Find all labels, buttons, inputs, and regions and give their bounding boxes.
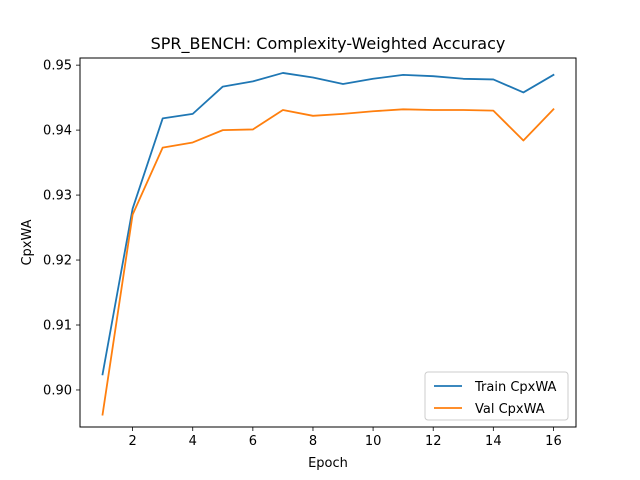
y-tick-label: 0.91 [43, 319, 72, 334]
x-tick-label: 12 [425, 434, 442, 449]
x-tick-label: 16 [545, 434, 562, 449]
y-axis-label: CpxWA [20, 219, 35, 265]
legend-label-train: Train CpxWA [474, 380, 556, 395]
x-tick-label: 4 [189, 434, 197, 449]
x-axis-ticks: 2 4 6 8 10 12 14 16 [128, 427, 562, 449]
x-tick-label: 14 [485, 434, 502, 449]
x-axis-label: Epoch [308, 456, 348, 471]
legend-label-val: Val CpxWA [475, 402, 545, 417]
y-tick-label: 0.94 [43, 124, 72, 139]
chart-title: SPR_BENCH: Complexity-Weighted Accuracy [151, 34, 506, 54]
y-tick-label: 0.93 [43, 189, 72, 204]
x-tick-label: 6 [249, 434, 257, 449]
y-tick-label: 0.95 [43, 59, 72, 74]
x-tick-label: 10 [365, 434, 382, 449]
x-tick-label: 8 [309, 434, 317, 449]
axes-frame [79, 57, 577, 428]
y-tick-label: 0.90 [43, 383, 72, 398]
x-tick-label: 2 [128, 434, 136, 449]
series-line-train-cpxwa [101, 72, 555, 376]
y-axis-ticks: 0.90 0.91 0.92 0.93 0.94 0.95 [43, 59, 80, 398]
y-tick-label: 0.92 [43, 254, 72, 269]
legend: Train CpxWA Val CpxWA [424, 371, 569, 421]
series-layer [101, 72, 555, 416]
series-line-val-cpxwa [101, 108, 555, 416]
